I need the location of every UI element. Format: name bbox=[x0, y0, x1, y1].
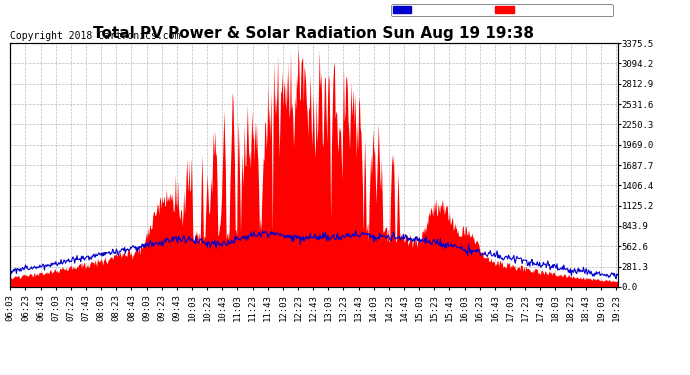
Text: Copyright 2018 Cartronics.com: Copyright 2018 Cartronics.com bbox=[10, 32, 181, 41]
Title: Total PV Power & Solar Radiation Sun Aug 19 19:38: Total PV Power & Solar Radiation Sun Aug… bbox=[93, 26, 535, 40]
Legend: Radiation (W/m2), PV Panels (DC Watts): Radiation (W/m2), PV Panels (DC Watts) bbox=[391, 4, 613, 16]
